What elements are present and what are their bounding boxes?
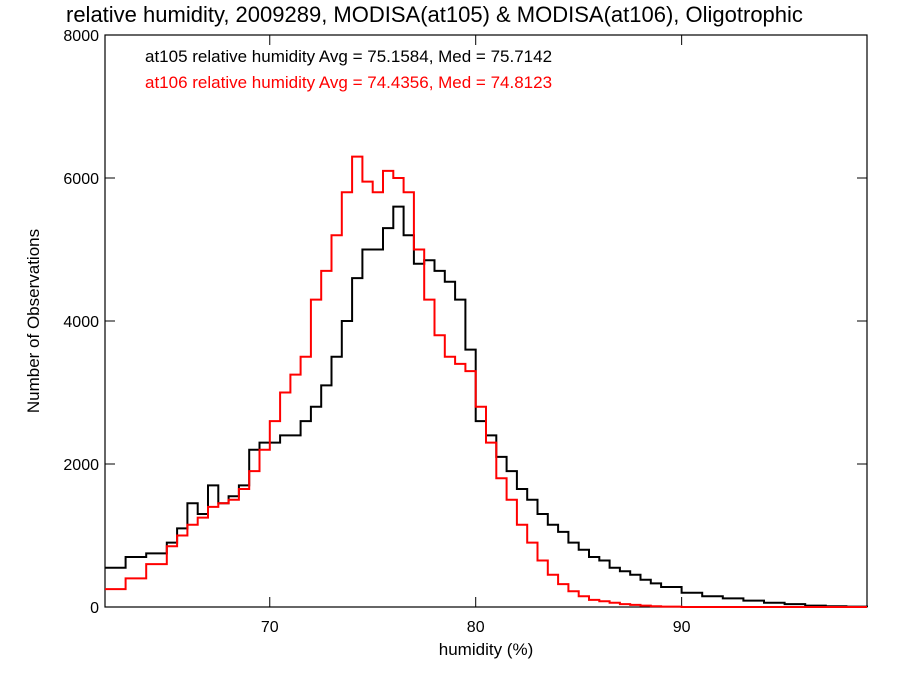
series-layer (105, 155, 868, 608)
x-tick-label: 80 (467, 619, 485, 636)
y-tick-label: 8000 (63, 28, 99, 45)
legend-entry-1: at106 relative humidity Avg = 74.4356, M… (145, 73, 552, 92)
x-axis-label: humidity (%) (439, 640, 533, 659)
x-tick-label: 90 (673, 619, 691, 636)
y-tick-label: 4000 (63, 314, 99, 331)
legend-entry-0: at105 relative humidity Avg = 75.1584, M… (145, 47, 552, 66)
legend: at105 relative humidity Avg = 75.1584, M… (145, 47, 552, 92)
y-tick-label: 0 (90, 600, 99, 617)
y-tick-label: 2000 (63, 457, 99, 474)
y-axis-label: Number of Observations (24, 229, 43, 413)
series-line-1 (105, 155, 867, 608)
series-line-0 (105, 205, 868, 608)
chart-title: relative humidity, 2009289, MODISA(at105… (66, 2, 803, 27)
x-tick-label: 70 (261, 619, 279, 636)
plot-frame (104, 34, 868, 608)
y-tick-label: 6000 (63, 171, 99, 188)
